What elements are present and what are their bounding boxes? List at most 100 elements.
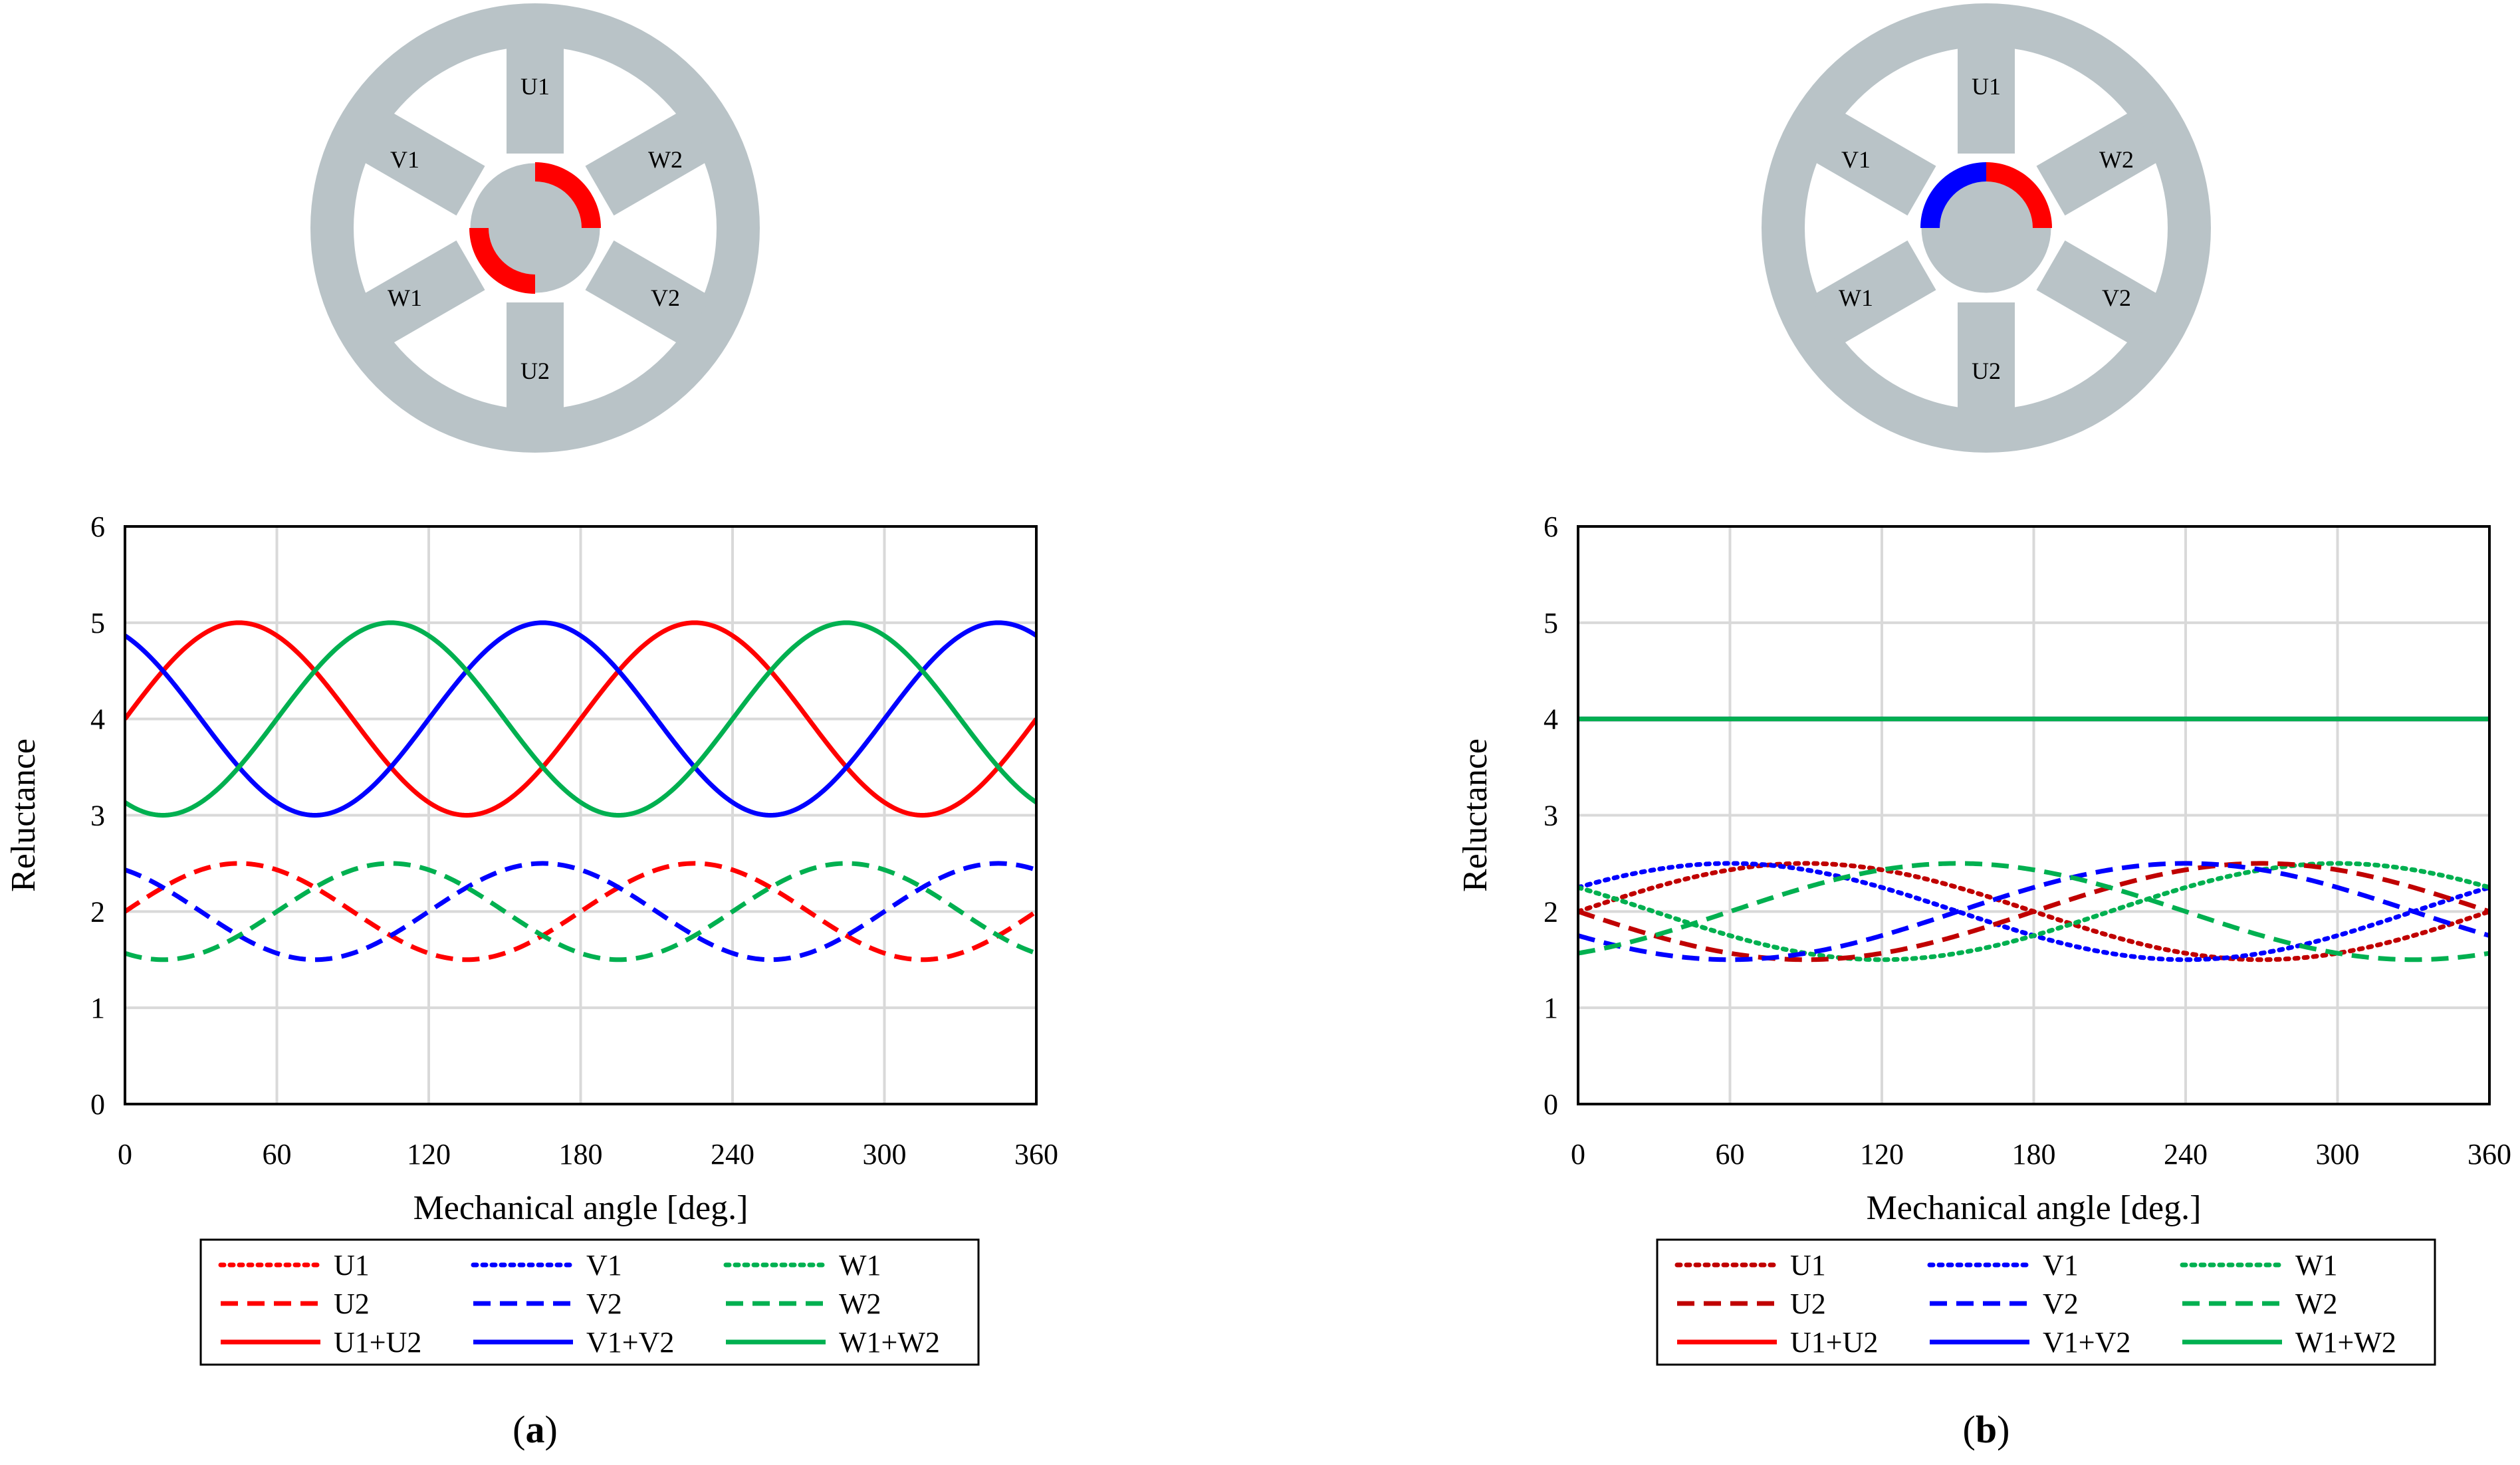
rotor-magnet-1 <box>1986 162 2052 228</box>
legend-label: U1 <box>1790 1249 1826 1282</box>
y-tick-label: 2 <box>1544 895 1558 928</box>
chart-a: 0 60 120 180 240 300 360 0 1 2 3 4 5 6 Mechanical angl… <box>5 510 1058 1366</box>
legend-label: W1+W2 <box>2295 1326 2396 1359</box>
series-line-u2 <box>125 861 1036 962</box>
series-line-w2 <box>1578 861 2489 962</box>
series-line-v1-plus-v2 <box>125 620 1036 818</box>
motor-diagram-a: U1 W2 V2 U2 W1 V1 <box>310 3 760 453</box>
x-tick-label: 120 <box>1860 1138 1904 1171</box>
y-tick-label: 1 <box>90 992 105 1024</box>
stator-tooth <box>2036 110 2162 216</box>
plot-frame <box>124 525 1038 1105</box>
legend-label: W2 <box>2295 1288 2338 1320</box>
panel-b: U1 W2 V2 U2 W1 V1 0 60 120 180 240 300 360 0 1 2 3 4 5 6 Me… <box>1456 3 2511 1451</box>
x-tick-label: 360 <box>1014 1138 1058 1171</box>
x-tick-label: 360 <box>2467 1138 2511 1171</box>
series-group <box>1578 717 2489 962</box>
y-tick-label: 5 <box>90 607 105 639</box>
legend-label: U2 <box>334 1288 370 1320</box>
pole-label-v1: V1 <box>390 146 419 173</box>
x-tick-label: 300 <box>863 1138 907 1171</box>
series-line-w2 <box>125 861 1036 962</box>
x-tick-label: 300 <box>2316 1138 2360 1171</box>
x-axis-title: Mechanical angle [deg.] <box>1867 1189 2202 1227</box>
legend-item: V1+V2 <box>473 1326 674 1359</box>
plot-frame <box>1577 525 2491 1105</box>
x-tick-label: 120 <box>407 1138 451 1171</box>
y-tick-label: 5 <box>1544 607 1558 639</box>
pole-label-w2: W2 <box>2099 146 2134 173</box>
caption-a: (a) <box>513 1408 558 1451</box>
legend-label: U1+U2 <box>334 1326 421 1359</box>
x-tick-label: 180 <box>2012 1138 2056 1171</box>
x-tick-label: 0 <box>118 1138 132 1171</box>
y-tick-label: 6 <box>90 510 105 543</box>
caption-b-letter: b <box>1976 1408 1997 1451</box>
stator-tooth <box>2036 240 2162 346</box>
legend-item: U2 <box>1677 1288 1826 1320</box>
legend-label: W1 <box>2295 1249 2338 1282</box>
x-tick-label: 60 <box>1716 1138 1745 1171</box>
panel-a: U1 W2 V2 U2 W1 V1 0 60 120 180 240 300 360 0 1 2 3 4 5 6 Me… <box>5 3 1058 1451</box>
stator-tooth <box>507 41 564 154</box>
x-tick-label: 60 <box>263 1138 292 1171</box>
stator-tooth <box>585 240 711 346</box>
legend-label: V1+V2 <box>586 1326 674 1359</box>
legend-label: W2 <box>839 1288 881 1320</box>
x-tick-label: 240 <box>711 1138 754 1171</box>
series-line-u1-plus-u2 <box>125 620 1036 818</box>
stator-tooth <box>1810 240 1936 346</box>
legend-label: U1 <box>334 1249 370 1282</box>
legend-item: V2 <box>1930 1288 2079 1320</box>
pole-label-v2: V2 <box>651 284 680 311</box>
legend-item: U2 <box>221 1288 370 1320</box>
pole-label-w1: W1 <box>388 284 422 311</box>
y-tick-label: 4 <box>90 703 105 736</box>
x-tick-label: 0 <box>1571 1138 1585 1171</box>
stator-tooth <box>1810 110 1936 216</box>
legend-item: U1 <box>218 1249 370 1282</box>
legend-label: V1+V2 <box>2043 1326 2130 1359</box>
series-group <box>125 620 1036 962</box>
stator-tooth <box>507 302 564 415</box>
legend-label: V1 <box>586 1249 622 1282</box>
legend-item: U1+U2 <box>221 1326 421 1359</box>
stator-tooth <box>585 110 711 216</box>
series-line-v2 <box>125 861 1036 962</box>
legend-item: V1 <box>1927 1249 2079 1282</box>
legend-item: U1+U2 <box>1677 1326 1878 1359</box>
legend: U1 V1 W1 U2 V2 W2 U1+U2 V1+V2 W1+W2 <box>199 1238 980 1366</box>
legend-item: W2 <box>726 1288 881 1320</box>
stator-tooth <box>359 110 485 216</box>
legend-label: U1+U2 <box>1790 1326 1878 1359</box>
series-line-w1 <box>1578 861 2489 962</box>
pole-label-u1: U1 <box>1972 73 2001 100</box>
legend-box <box>199 1238 980 1366</box>
stator-tooth <box>359 240 485 346</box>
stator-tooth <box>1958 302 2015 415</box>
legend-label: V2 <box>586 1288 622 1320</box>
pole-label-w2: W2 <box>648 146 683 173</box>
x-axis-title: Mechanical angle [deg.] <box>413 1189 748 1227</box>
legend-item: W1+W2 <box>2182 1326 2396 1359</box>
y-tick-label: 3 <box>1544 800 1558 832</box>
legend-label: W1+W2 <box>839 1326 940 1359</box>
y-tick-label: 0 <box>90 1088 105 1121</box>
pole-label-v1: V1 <box>1841 146 1871 173</box>
pole-label-u2: U2 <box>520 358 550 384</box>
legend-item: V2 <box>473 1288 622 1320</box>
y-tick-label: 0 <box>1544 1088 1558 1121</box>
x-tick-label: 240 <box>2164 1138 2208 1171</box>
pole-label-w1: W1 <box>1839 284 1873 311</box>
legend-label: V2 <box>2043 1288 2079 1320</box>
pole-label-v2: V2 <box>2102 284 2131 311</box>
legend-label: U2 <box>1790 1288 1826 1320</box>
legend-label: V1 <box>2043 1249 2079 1282</box>
legend-item: W2 <box>2182 1288 2338 1320</box>
legend-item: V1 <box>471 1249 622 1282</box>
y-tick-label: 2 <box>90 895 105 928</box>
rotor-magnet-1 <box>535 162 601 228</box>
motor-diagram-b: U1 W2 V2 U2 W1 V1 <box>1762 3 2211 453</box>
legend-label: W1 <box>839 1249 881 1282</box>
